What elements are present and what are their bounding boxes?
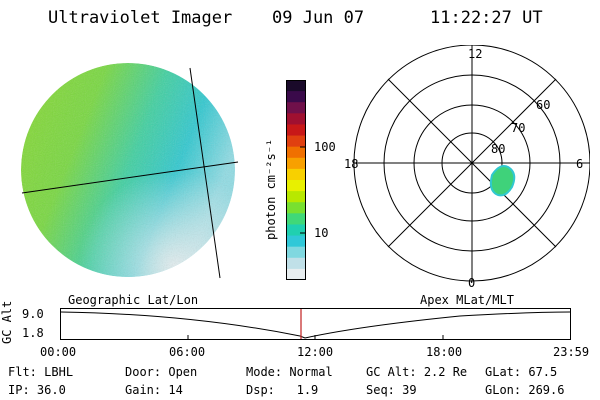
polar-mlt-plot xyxy=(353,45,590,282)
status-flt: Flt: LBHL xyxy=(8,365,74,379)
geographic-caption: Geographic Lat/Lon xyxy=(68,293,199,307)
uv-earth-image xyxy=(21,63,239,279)
colorbar-swatch xyxy=(286,135,306,148)
time-label: 11:22:27 UT xyxy=(430,8,543,28)
altitude-timeline xyxy=(60,308,571,340)
colorbar-swatch xyxy=(286,246,306,259)
colorbar-swatch xyxy=(286,202,306,214)
colorbar-swatch xyxy=(286,191,306,203)
altitude-curve xyxy=(60,311,571,339)
x-tick-2359: 23:59 xyxy=(553,345,590,359)
colorbar-swatch xyxy=(286,224,306,237)
colorbar-swatch xyxy=(286,80,306,92)
mlt-label-18: 18 xyxy=(344,157,359,171)
colorbar-swatch xyxy=(286,124,306,137)
colorbar-swatch xyxy=(286,268,306,280)
status-door: Door: Open xyxy=(125,365,198,379)
mlat-label-60: 60 xyxy=(536,98,551,112)
gc-alt-axis-label: GC Alt xyxy=(0,300,14,344)
status-mode: Mode: Normal xyxy=(246,365,333,379)
colorbar-swatch xyxy=(286,213,306,225)
latitude-line xyxy=(21,161,239,194)
gc-alt-tick-9: 9.0 xyxy=(22,307,44,321)
date-label: 09 Jun 07 xyxy=(272,8,365,28)
x-tick-1800: 18:00 xyxy=(426,345,463,359)
longitude-line xyxy=(189,67,221,279)
status-seq: Seq: 39 xyxy=(366,383,417,397)
apex-caption: Apex MLat/MLT xyxy=(420,293,514,307)
colorbar-swatch xyxy=(286,180,306,192)
colorbar-swatch xyxy=(286,91,306,103)
colorbar-unit-label: photon cm⁻²s⁻¹ xyxy=(264,138,278,240)
status-dsp: Dsp: 1.9 xyxy=(246,383,319,397)
status-glon: GLon: 269.6 xyxy=(485,383,565,397)
colorbar xyxy=(286,80,306,280)
x-tick-0000: 00:00 xyxy=(40,345,77,359)
colorbar-swatch xyxy=(286,146,306,159)
status-ip: IP: 36.0 xyxy=(8,383,66,397)
status-gc-alt: GC Alt: 2.2 Re xyxy=(366,365,468,379)
x-tick-1200: 12:00 xyxy=(297,345,334,359)
mlt-label-12: 12 xyxy=(468,47,483,61)
x-tick-0600: 06:00 xyxy=(169,345,206,359)
status-glat: GLat: 67.5 xyxy=(485,365,558,379)
colorbar-swatch xyxy=(286,235,306,248)
colorbar-swatch xyxy=(286,257,306,270)
auroral-emission xyxy=(489,165,516,197)
mlt-label-0: 0 xyxy=(468,276,476,290)
instrument-title: Ultraviolet Imager xyxy=(48,8,233,28)
status-gain: Gain: 14 xyxy=(125,383,183,397)
colorbar-tick-100: 100 xyxy=(314,140,336,154)
colorbar-swatch xyxy=(286,157,306,170)
mlat-label-70: 70 xyxy=(511,121,526,135)
mlat-label-80: 80 xyxy=(491,142,506,156)
colorbar-swatch xyxy=(286,168,306,181)
mlt-label-6: 6 xyxy=(576,157,584,171)
colorbar-swatch xyxy=(286,113,306,125)
colorbar-swatch xyxy=(286,102,306,114)
colorbar-tick-10: 10 xyxy=(314,226,329,240)
gc-alt-tick-1-8: 1.8 xyxy=(22,326,44,340)
